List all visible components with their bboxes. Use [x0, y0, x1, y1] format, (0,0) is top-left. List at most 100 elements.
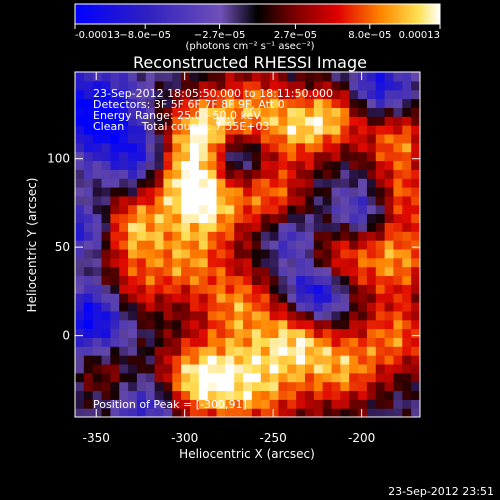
heatmap-cell: [331, 355, 341, 365]
heatmap-cell: [402, 151, 412, 162]
heatmap-cell: [331, 160, 341, 170]
heatmap-cell: [393, 195, 403, 206]
heatmap-cell: [225, 169, 235, 179]
heatmap-cell: [313, 319, 324, 330]
heatmap-cell: [243, 346, 253, 356]
heatmap-cell: [190, 116, 200, 126]
heatmap-cell: [260, 399, 271, 409]
heatmap-cell: [190, 178, 200, 188]
heatmap-cell: [136, 293, 147, 303]
heatmap-cell: [313, 142, 324, 153]
heatmap-cell: [393, 142, 403, 153]
heatmap-cell: [190, 257, 200, 268]
heatmap-cell: [260, 125, 271, 135]
heatmap-cell: [313, 169, 324, 179]
heatmap-cell: [216, 178, 226, 188]
heatmap-cell: [349, 195, 359, 206]
heatmap-cell: [305, 169, 315, 179]
heatmap-cell: [190, 248, 200, 259]
heatmap-cell: [260, 302, 271, 312]
heatmap-cell: [172, 133, 182, 144]
heatmap-cell: [83, 116, 94, 126]
heatmap-cell: [234, 257, 244, 268]
heatmap-cell: [136, 107, 147, 117]
heatmap-cell: [411, 204, 420, 215]
heatmap-cell: [366, 328, 377, 338]
heatmap-cell: [393, 293, 403, 303]
heatmap-cell: [119, 302, 129, 312]
heatmap-cell: [145, 72, 156, 82]
heatmap-cell: [216, 257, 226, 268]
heatmap-cell: [366, 169, 377, 179]
heatmap-cell: [198, 169, 209, 179]
heatmap: [75, 72, 420, 417]
heatmap-cell: [92, 125, 103, 135]
heatmap-cell: [172, 390, 182, 400]
heatmap-cell: [243, 337, 253, 347]
heatmap-cell: [296, 178, 306, 188]
heatmap-cell: [119, 107, 129, 117]
heatmap-cell: [375, 266, 386, 277]
heatmap-cell: [375, 125, 386, 135]
heatmap-cell: [358, 240, 368, 250]
heatmap-cell: [393, 310, 403, 321]
heatmap-cell: [154, 231, 165, 241]
heatmap-cell: [190, 346, 200, 356]
heatmap-cell: [375, 257, 386, 268]
heatmap-cell: [163, 381, 173, 392]
heatmap-cell: [119, 142, 129, 153]
heatmap-cell: [216, 346, 226, 356]
heatmap-cell: [269, 204, 280, 215]
heatmap-cell: [225, 125, 235, 135]
heatmap-cell: [269, 178, 280, 188]
heatmap-cell: [287, 204, 297, 215]
heatmap-cell: [305, 107, 315, 117]
heatmap-cell: [411, 266, 420, 277]
heatmap-cell: [251, 151, 262, 162]
heatmap-cell: [92, 195, 103, 206]
heatmap-cell: [216, 302, 226, 312]
heatmap-cell: [269, 195, 280, 206]
heatmap-cell: [154, 133, 165, 144]
heatmap-cell: [181, 302, 191, 312]
heatmap-cell: [331, 151, 341, 162]
heatmap-cell: [243, 284, 253, 294]
heatmap-cell: [198, 240, 209, 250]
heatmap-cell: [154, 116, 165, 126]
heatmap-cell: [305, 151, 315, 162]
heatmap-cell: [375, 293, 386, 303]
heatmap-cell: [145, 142, 156, 153]
heatmap-cell: [101, 408, 111, 417]
heatmap-cell: [207, 133, 218, 144]
heatmap-cell: [313, 248, 324, 259]
heatmap-cell: [110, 195, 120, 206]
heatmap-cell: [375, 133, 386, 144]
heatmap-cell: [92, 302, 103, 312]
heatmap-cell: [287, 98, 297, 108]
heatmap-cell: [349, 72, 359, 82]
heatmap-cell: [136, 151, 147, 162]
heatmap-cell: [305, 363, 315, 374]
heatmap-cell: [384, 381, 395, 392]
heatmap-cell: [172, 204, 182, 215]
heatmap-cell: [198, 337, 209, 347]
heatmap-cell: [269, 266, 280, 277]
heatmap-cell: [384, 372, 395, 383]
heatmap-cell: [110, 89, 120, 100]
heatmap-cell: [349, 284, 359, 294]
heatmap-cell: [207, 98, 218, 108]
heatmap-cell: [349, 337, 359, 347]
heatmap-cell: [287, 372, 297, 383]
heatmap-cell: [136, 266, 147, 277]
heatmap-cell: [225, 381, 235, 392]
heatmap-cell: [358, 116, 368, 126]
heatmap-cell: [269, 160, 280, 170]
heatmap-cell: [411, 142, 420, 153]
heatmap-cell: [296, 213, 306, 223]
heatmap-cell: [278, 107, 288, 117]
heatmap-cell: [313, 222, 324, 232]
heatmap-cell: [190, 328, 200, 338]
heatmap-cell: [128, 266, 138, 277]
heatmap-cell: [260, 98, 271, 108]
heatmap-cell: [216, 72, 226, 82]
